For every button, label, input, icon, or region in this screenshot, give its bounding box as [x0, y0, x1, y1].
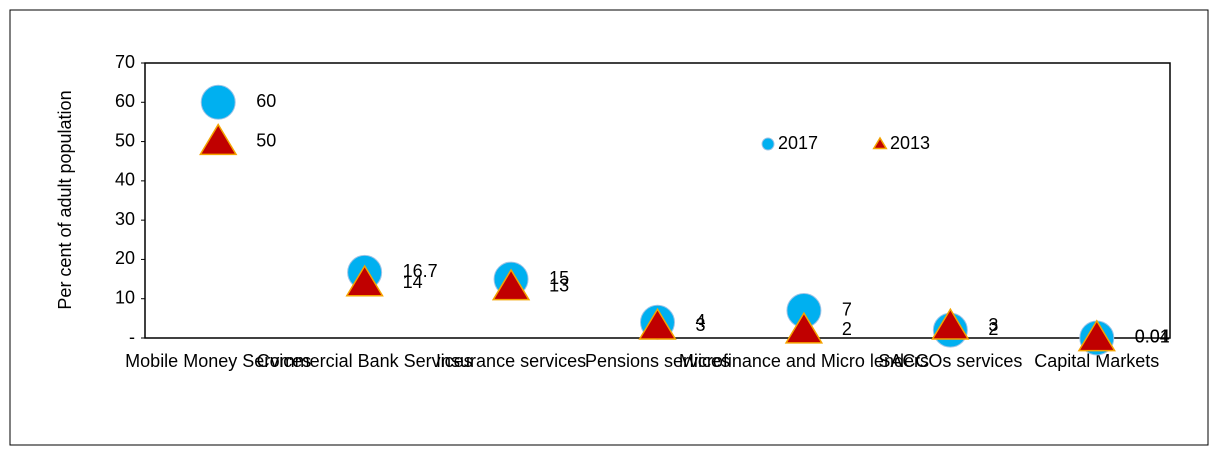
- data-label: 60: [256, 91, 276, 111]
- marker: [200, 84, 236, 120]
- x-tick-label: Capital Markets: [1034, 351, 1159, 371]
- y-tick-label: 40: [115, 170, 135, 190]
- legend-label: 2013: [890, 133, 930, 153]
- data-label: 2: [988, 319, 998, 339]
- data-label: 16.7: [403, 261, 438, 281]
- data-label: 0.01: [1135, 327, 1170, 347]
- marker: [931, 307, 970, 340]
- data-label: 0.04: [1135, 327, 1170, 347]
- data-label: 3: [988, 315, 998, 335]
- marker: [491, 268, 531, 301]
- y-tick-label: 70: [115, 52, 135, 72]
- legend-marker: [872, 136, 888, 150]
- data-label: 2: [842, 319, 852, 339]
- data-label: 3: [696, 315, 706, 335]
- marker: [784, 311, 824, 344]
- x-tick-label: Commercial Bank Services: [257, 351, 473, 371]
- x-tick-label: Pensions services: [585, 351, 730, 371]
- x-tick-label: SACCOs services: [878, 351, 1022, 371]
- data-label: 4: [696, 311, 706, 331]
- legend-label: 2017: [778, 133, 818, 153]
- data-label: 14: [403, 272, 423, 292]
- legend-marker: [761, 137, 775, 151]
- data-label: 7: [842, 299, 852, 319]
- y-axis-label: Per cent of adult population: [55, 90, 75, 309]
- x-tick-label: Mobile Money Services: [125, 351, 311, 371]
- x-tick-label: Microfinance and Micro lenders: [679, 351, 929, 371]
- y-tick-label: 60: [115, 91, 135, 111]
- marker: [638, 307, 677, 340]
- y-tick-label: -: [129, 327, 135, 347]
- y-tick-label: 20: [115, 248, 135, 268]
- x-tick-label: Insurance services: [436, 351, 586, 371]
- marker: [345, 264, 384, 297]
- marker: [1077, 319, 1116, 352]
- y-tick-label: 30: [115, 209, 135, 229]
- data-label: 15: [549, 268, 569, 288]
- y-tick-label: 50: [115, 130, 135, 150]
- y-tick-label: 10: [115, 287, 135, 307]
- data-label: 13: [549, 276, 569, 296]
- marker: [199, 123, 238, 156]
- chart-border: [9, 9, 1209, 446]
- data-label: 50: [256, 130, 276, 150]
